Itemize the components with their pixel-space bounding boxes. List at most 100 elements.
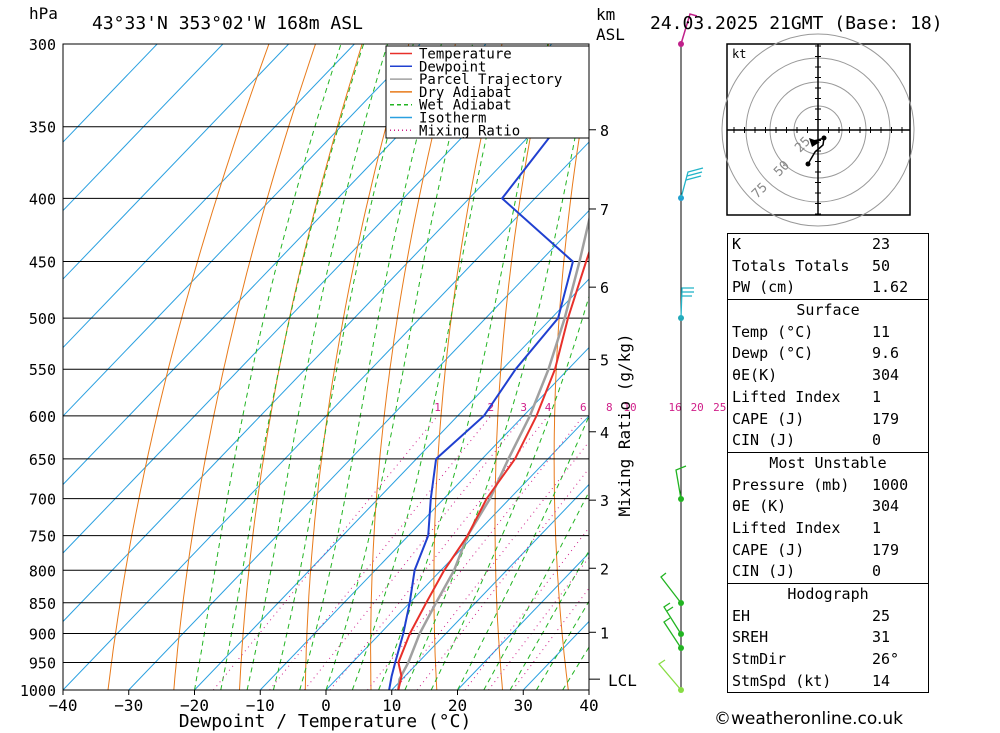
dewpoint-curve	[388, 79, 589, 690]
x-tick-label: 20	[448, 696, 467, 715]
isotherm-line	[63, 44, 553, 554]
pressure-tick-label: 600	[29, 408, 56, 426]
legend-item: Dry Adiabat	[419, 85, 512, 101]
hodograph-label: StmDir	[732, 650, 787, 669]
most-unstable-label: CIN (J)	[732, 562, 796, 581]
wind-barb	[686, 171, 703, 177]
x-tick-label: 10	[382, 696, 401, 715]
most-unstable-label: CAPE (J)	[732, 540, 805, 559]
surface-row: Dewp (°C) 9.6	[728, 343, 928, 365]
most-unstable-label: Lifted Index	[732, 518, 841, 537]
location-title: 43°33'N 353°02'W 168m ASL	[92, 13, 363, 34]
surface-label: Lifted Index	[732, 387, 841, 406]
mixing-ratio-label: 20	[691, 401, 704, 414]
mixing-ratio-label: 25	[713, 401, 726, 414]
units-hpa: hPa	[29, 4, 58, 23]
index-row: K 23	[728, 234, 928, 256]
most-unstable-value: 179	[872, 540, 900, 559]
x-tick-label: 30	[514, 696, 533, 715]
plot-frame	[62, 43, 590, 691]
x-axis-label: Dewpoint / Temperature (°C)	[179, 711, 472, 732]
surface-label: θE(K)	[732, 366, 778, 385]
most-unstable-row: CIN (J) 0	[728, 561, 928, 583]
pressure-tick-label: 950	[29, 655, 56, 673]
mixing-ratio-line	[394, 441, 589, 690]
hodograph-header: Hodograph	[728, 583, 928, 606]
hodograph-ring	[721, 33, 915, 227]
surface-value: 1	[872, 387, 882, 406]
dry-adiabat-line	[107, 44, 270, 690]
wind-barb	[666, 606, 674, 612]
temperature-axis: −40 −30 −20 −10 0 10 20 30 40	[49, 690, 599, 715]
mixing-ratio-label: 1	[434, 401, 441, 414]
isotherm-line	[63, 44, 487, 486]
wind-barb	[660, 572, 682, 604]
wet-adiabat-line	[509, 549, 589, 690]
units-km: km	[596, 5, 615, 24]
site-credit[interactable]: ©weatheronline.co.uk	[714, 709, 904, 729]
isotherm-line	[325, 415, 589, 690]
isotherm-line	[391, 483, 589, 690]
wind-barb	[675, 465, 687, 500]
legend-item: Parcel Trajectory	[419, 72, 562, 88]
mixing-ratio-label: 10	[623, 401, 636, 414]
sounding-curves	[388, 79, 589, 690]
wind-barb	[680, 167, 704, 199]
hodograph-row: EH 25	[728, 606, 928, 628]
surface-value: 11	[872, 322, 891, 341]
pressure-tick-label: 350	[29, 119, 56, 137]
isotherm-line	[63, 44, 290, 280]
lcl-label: LCL	[608, 671, 637, 690]
isotherm-line	[194, 278, 589, 690]
surface-row: Temp (°C) 11	[728, 322, 928, 344]
most-unstable-value: 304	[872, 497, 900, 516]
km-tick-label: 7	[600, 201, 609, 219]
legend-item: Temperature	[419, 47, 512, 63]
surface-label: Temp (°C)	[732, 322, 814, 341]
dry-adiabat-line	[921, 26, 1000, 690]
pressure-tick-label: 1000	[20, 682, 56, 700]
legend-item: Dewpoint	[419, 59, 486, 75]
pressure-tick-label: 750	[29, 528, 56, 546]
most-unstable-row: Lifted Index 1	[728, 518, 928, 540]
y-axis-label: Mixing Ratio (g/kg)	[615, 333, 634, 516]
wet-adiabat-line	[299, 44, 442, 690]
surface-label: CAPE (J)	[732, 409, 805, 428]
hodograph-unit: kt	[732, 47, 746, 61]
legend-item: Isotherm	[419, 111, 486, 127]
km-tick-label: 8	[600, 122, 609, 140]
pressure-tick-label: 550	[29, 361, 56, 379]
units-asl: ASL	[596, 25, 625, 44]
temperature-curve	[397, 249, 589, 690]
km-tick-label: 5	[600, 351, 609, 369]
wind-barb	[685, 175, 702, 181]
surface-header: Surface	[728, 299, 928, 322]
dry-adiabat-line	[553, 75, 589, 690]
x-tick-label: −30	[114, 696, 143, 715]
dry-adiabat-line	[370, 44, 456, 690]
index-label: PW (cm)	[732, 278, 796, 297]
pressure-tick-label: 900	[29, 626, 56, 644]
hodograph-point	[805, 161, 811, 167]
wind-barb	[663, 617, 682, 649]
index-label: Totals Totals	[732, 256, 850, 275]
surface-value: 179	[872, 409, 900, 428]
pressure-tick-label: 500	[29, 310, 56, 328]
most-unstable-label: θE (K)	[732, 497, 787, 516]
wet-adiabat-line	[404, 66, 589, 690]
datetime-title: 24.03.2025 21GMT (Base: 18)	[650, 13, 943, 34]
index-label: K	[732, 235, 742, 253]
mixing-ratio-label: 6	[580, 401, 587, 414]
hodograph-row: StmSpd (kt) 14	[728, 671, 928, 693]
index-row: PW (cm) 1.62	[728, 277, 928, 299]
surface-label: CIN (J)	[732, 431, 796, 450]
hodograph-label: StmSpd (kt)	[732, 671, 832, 690]
isotherm-line	[128, 209, 589, 690]
km-tick-label: 6	[600, 279, 609, 297]
surface-row: CAPE (J) 179	[728, 409, 928, 431]
index-value: 23	[872, 235, 891, 253]
index-row: Totals Totals 50	[728, 256, 928, 278]
hodograph-trace	[807, 136, 825, 165]
